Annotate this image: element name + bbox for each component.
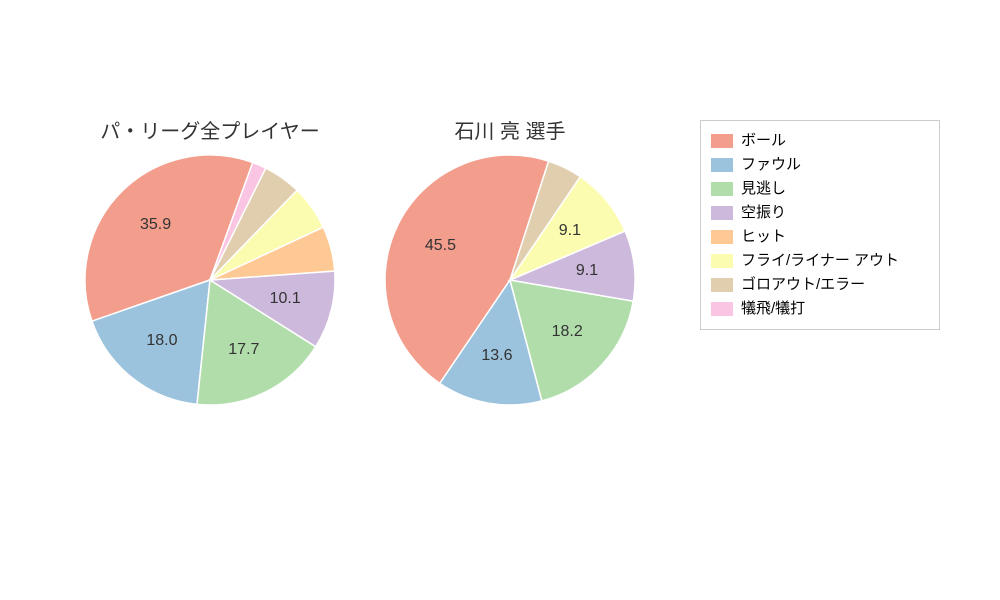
legend-label: ファウル bbox=[741, 153, 801, 177]
legend-item-hit: ヒット bbox=[711, 225, 925, 249]
legend-item-ball: ボール bbox=[711, 129, 925, 153]
legend-swatch-flyout bbox=[711, 254, 733, 268]
legend-label: ボール bbox=[741, 129, 786, 153]
legend-swatch-hit bbox=[711, 230, 733, 244]
legend-swatch-swing bbox=[711, 206, 733, 220]
legend-item-sac: 犠飛/犠打 bbox=[711, 297, 925, 321]
legend-label: 犠飛/犠打 bbox=[741, 297, 805, 321]
legend-swatch-foul bbox=[711, 158, 733, 172]
legend-item-foul: ファウル bbox=[711, 153, 925, 177]
legend-item-flyout: フライ/ライナー アウト bbox=[711, 249, 925, 273]
legend-swatch-ball bbox=[711, 134, 733, 148]
legend-label: フライ/ライナー アウト bbox=[741, 249, 899, 273]
pie-title-0: パ・リーグ全プレイヤー bbox=[85, 115, 335, 144]
legend-label: 見逃し bbox=[741, 177, 786, 201]
pie-svg-1 bbox=[385, 155, 635, 405]
legend: ボールファウル見逃し空振りヒットフライ/ライナー アウトゴロアウト/エラー犠飛/… bbox=[700, 120, 940, 330]
legend-item-looking: 見逃し bbox=[711, 177, 925, 201]
pie-title-1: 石川 亮 選手 bbox=[385, 115, 635, 144]
legend-item-groundout: ゴロアウト/エラー bbox=[711, 273, 925, 297]
legend-label: ヒット bbox=[741, 225, 786, 249]
pie-svg-0 bbox=[85, 155, 335, 405]
legend-item-swing: 空振り bbox=[711, 201, 925, 225]
pie-chart-1: 石川 亮 選手45.513.618.29.19.1 bbox=[385, 155, 635, 405]
legend-label: 空振り bbox=[741, 201, 786, 225]
chart-stage: パ・リーグ全プレイヤー35.918.017.710.1石川 亮 選手45.513… bbox=[0, 0, 1000, 600]
legend-swatch-groundout bbox=[711, 278, 733, 292]
legend-label: ゴロアウト/エラー bbox=[741, 273, 865, 297]
pie-chart-0: パ・リーグ全プレイヤー35.918.017.710.1 bbox=[85, 155, 335, 405]
legend-swatch-looking bbox=[711, 182, 733, 196]
legend-swatch-sac bbox=[711, 302, 733, 316]
